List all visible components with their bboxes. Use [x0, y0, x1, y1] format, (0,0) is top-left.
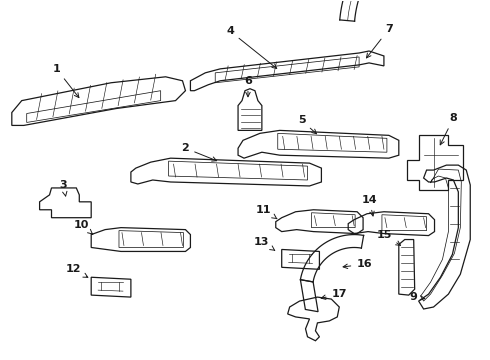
Text: 15: 15 — [376, 230, 400, 246]
Text: 11: 11 — [256, 205, 277, 219]
Text: 8: 8 — [440, 113, 457, 145]
Text: 14: 14 — [361, 195, 377, 216]
Text: 12: 12 — [66, 264, 88, 277]
Text: 7: 7 — [367, 24, 393, 58]
Text: 13: 13 — [254, 237, 275, 251]
Text: 6: 6 — [244, 76, 252, 97]
Text: 3: 3 — [60, 180, 67, 196]
Text: 1: 1 — [52, 64, 79, 98]
Text: 10: 10 — [74, 220, 93, 234]
Text: 2: 2 — [182, 143, 217, 161]
Text: 17: 17 — [321, 289, 347, 300]
Text: 4: 4 — [226, 26, 277, 68]
Text: 5: 5 — [298, 116, 317, 134]
Text: 16: 16 — [343, 259, 372, 269]
Text: 9: 9 — [410, 292, 425, 302]
